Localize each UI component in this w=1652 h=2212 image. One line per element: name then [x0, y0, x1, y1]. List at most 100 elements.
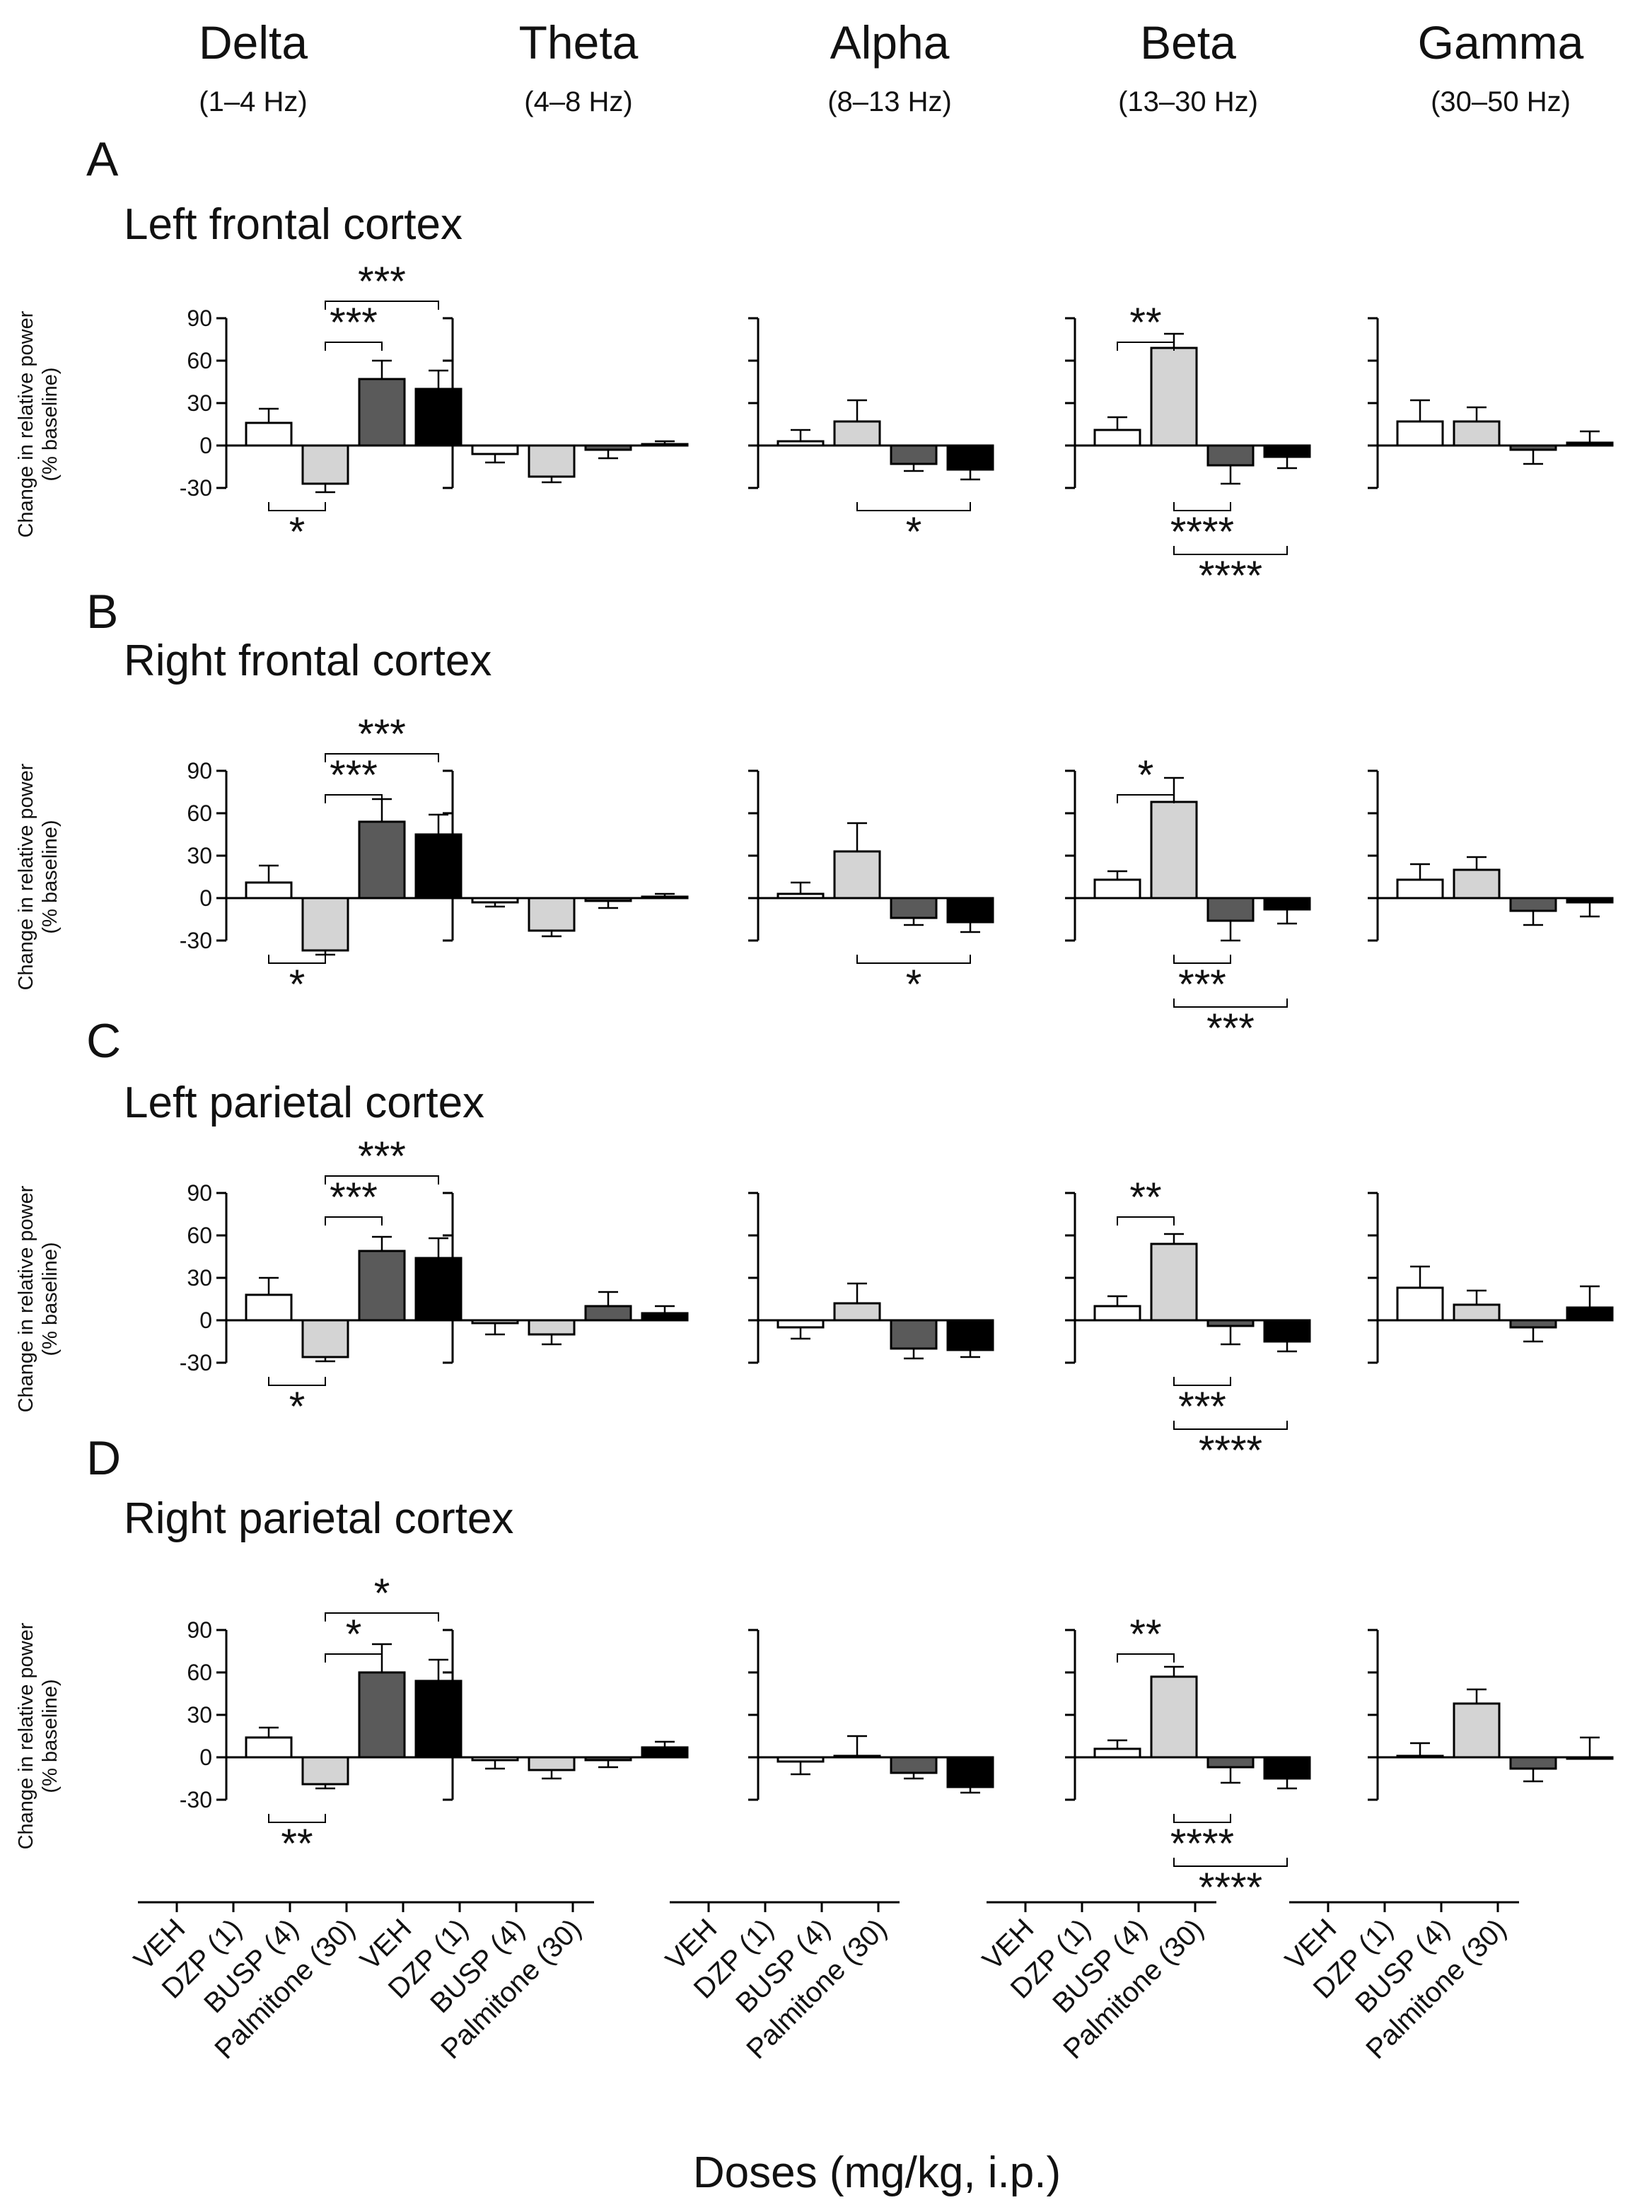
bar-dzp-1 — [833, 1754, 881, 1759]
significance-label: ** — [1129, 300, 1161, 346]
subplot-alpha: * — [748, 317, 994, 555]
subplot-beta: ********** — [1065, 300, 1311, 599]
bar-dzp-1 — [1453, 1702, 1501, 1759]
y-tick-label: 0 — [199, 1745, 212, 1770]
bar-busp-4 — [1206, 1756, 1255, 1769]
panel-letter: A — [86, 132, 119, 186]
significance-bracket — [268, 502, 326, 511]
bar-busp-4 — [358, 378, 406, 447]
significance-bracket — [856, 955, 971, 964]
bar-dzp-1 — [301, 1319, 349, 1358]
bar-dzp-1 — [833, 850, 881, 900]
band-title-alpha: Alpha — [830, 16, 950, 69]
significance-bracket — [1173, 1421, 1288, 1430]
bar-palmitone-30 — [1566, 897, 1614, 904]
panel-title: Right frontal cortex — [124, 636, 491, 685]
significance-label: **** — [1170, 1821, 1234, 1867]
bar-busp-4 — [1206, 1319, 1255, 1327]
y-axis-title-unit: (% baseline) — [39, 1679, 62, 1793]
significance-marker: ** — [1117, 1612, 1175, 1663]
significance-label: *** — [1178, 962, 1226, 1008]
subplot-gamma — [1368, 769, 1614, 942]
significance-marker: **** — [1173, 546, 1288, 599]
subplot-theta — [443, 769, 689, 942]
significance-bracket — [325, 1175, 439, 1184]
bar-palmitone-30 — [641, 1312, 689, 1322]
significance-marker: ** — [268, 1814, 326, 1867]
significance-label: * — [289, 962, 306, 1008]
bar-palmitone-30 — [1263, 444, 1311, 458]
significance-label: ** — [1129, 1175, 1161, 1221]
panel-letter: B — [86, 585, 118, 639]
y-tick-label: 0 — [199, 433, 212, 458]
significance-label: * — [374, 1571, 390, 1617]
band-title-beta: Beta — [1140, 16, 1236, 69]
bar-palmitone-30 — [946, 1756, 994, 1788]
bar-dzp-1 — [301, 897, 349, 952]
significance-marker: *** — [325, 300, 383, 351]
subplot-beta: ********* — [1065, 1175, 1311, 1474]
bar-veh — [1396, 878, 1444, 900]
bar-busp-4 — [890, 444, 938, 465]
significance-marker: **** — [1170, 1814, 1234, 1867]
significance-marker: * — [268, 1377, 326, 1430]
significance-marker: *** — [1173, 955, 1231, 1008]
bar-veh — [1396, 1754, 1444, 1759]
bar-dzp-1 — [833, 1302, 881, 1322]
bar-busp-4 — [1206, 897, 1255, 922]
significance-label: * — [346, 1612, 362, 1658]
significance-label: ** — [281, 1821, 313, 1867]
y-tick-label: 90 — [187, 1617, 212, 1643]
panel-title: Left parietal cortex — [124, 1078, 484, 1127]
significance-label: **** — [1199, 553, 1262, 599]
significance-bracket — [268, 955, 326, 964]
y-tick-label: 30 — [187, 843, 212, 868]
bar-palmitone-30 — [414, 1680, 463, 1759]
significance-label: **** — [1199, 1865, 1262, 1911]
significance-label: *** — [358, 711, 406, 757]
bar-dzp-1 — [1453, 868, 1501, 900]
bar-dzp-1 — [1150, 801, 1198, 900]
bar-busp-4 — [1509, 444, 1557, 451]
bar-dzp-1 — [528, 1319, 576, 1336]
y-tick-label: -30 — [180, 475, 212, 501]
significance-bracket — [1117, 1653, 1175, 1663]
bar-palmitone-30 — [414, 1257, 463, 1322]
subplot-theta — [443, 1192, 689, 1364]
significance-label: *** — [330, 752, 378, 798]
significance-marker: *** — [325, 1175, 383, 1226]
bar-dzp-1 — [1150, 1242, 1198, 1322]
bar-busp-4 — [584, 897, 632, 902]
subplot-theta — [443, 1629, 689, 1801]
subplot-gamma — [1368, 1629, 1614, 1801]
band-headers: Delta (1–4 Hz) Theta (4–8 Hz) Alpha (8–13 Hz)… — [199, 16, 1584, 117]
bar-veh — [1396, 420, 1444, 447]
y-tick-label: 30 — [187, 1702, 212, 1728]
significance-marker: *** — [325, 259, 439, 310]
bar-busp-4 — [1206, 444, 1255, 467]
panel-letter: C — [86, 1014, 121, 1068]
bar-dzp-1 — [1150, 1675, 1198, 1759]
significance-bracket — [325, 1216, 383, 1226]
bar-veh — [471, 1319, 519, 1325]
significance-bracket — [1117, 794, 1175, 803]
bar-veh — [471, 444, 519, 455]
bar-veh — [776, 1319, 825, 1329]
bar-busp-4 — [890, 897, 938, 919]
significance-label: * — [1138, 752, 1154, 798]
significance-label: *** — [330, 300, 378, 346]
significance-bracket — [325, 301, 439, 310]
y-axis-title: Change in relative power — [15, 1185, 37, 1412]
y-tick-label: 90 — [187, 1180, 212, 1206]
significance-bracket — [325, 794, 383, 803]
bar-veh — [245, 421, 293, 447]
significance-marker: * — [268, 955, 326, 1008]
significance-bracket — [1173, 955, 1231, 964]
bar-veh — [1093, 1747, 1141, 1759]
significance-bracket — [325, 753, 439, 762]
subplot-beta: ******* — [1065, 752, 1311, 1052]
